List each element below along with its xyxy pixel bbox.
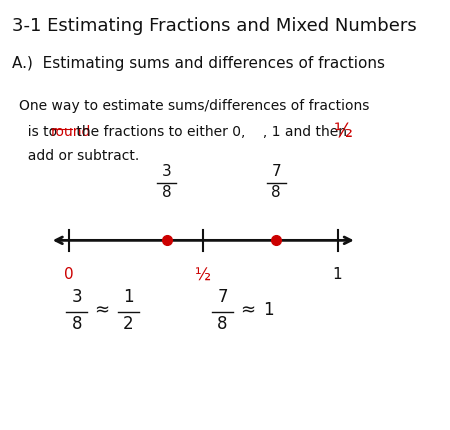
Text: 3-1 Estimating Fractions and Mixed Numbers: 3-1 Estimating Fractions and Mixed Numbe…	[12, 17, 416, 35]
Text: 1: 1	[333, 267, 342, 282]
Text: the fractions to either 0,    , 1 and then: the fractions to either 0, , 1 and then	[72, 125, 347, 138]
Text: 1: 1	[263, 301, 274, 319]
Text: One way to estimate sums/differences of fractions: One way to estimate sums/differences of …	[19, 99, 369, 113]
Text: 7: 7	[217, 287, 228, 305]
Text: A.)  Estimating sums and differences of fractions: A.) Estimating sums and differences of f…	[12, 56, 384, 71]
Text: round: round	[51, 125, 91, 138]
Text: 2: 2	[123, 314, 134, 332]
Text: is to: is to	[19, 125, 62, 138]
Text: ≈: ≈	[240, 301, 255, 319]
Text: 8: 8	[217, 314, 228, 332]
Text: 0: 0	[64, 267, 74, 282]
Text: 3: 3	[162, 163, 172, 178]
Text: add or subtract.: add or subtract.	[19, 148, 140, 162]
Text: 8: 8	[271, 185, 281, 200]
Text: 1: 1	[123, 287, 134, 305]
Text: ½: ½	[195, 267, 212, 285]
Text: 3: 3	[72, 287, 82, 305]
Text: 8: 8	[162, 185, 171, 200]
Text: ≈: ≈	[94, 301, 109, 319]
Text: 8: 8	[72, 314, 82, 332]
Text: 7: 7	[271, 163, 281, 178]
Text: ½: ½	[334, 123, 353, 141]
